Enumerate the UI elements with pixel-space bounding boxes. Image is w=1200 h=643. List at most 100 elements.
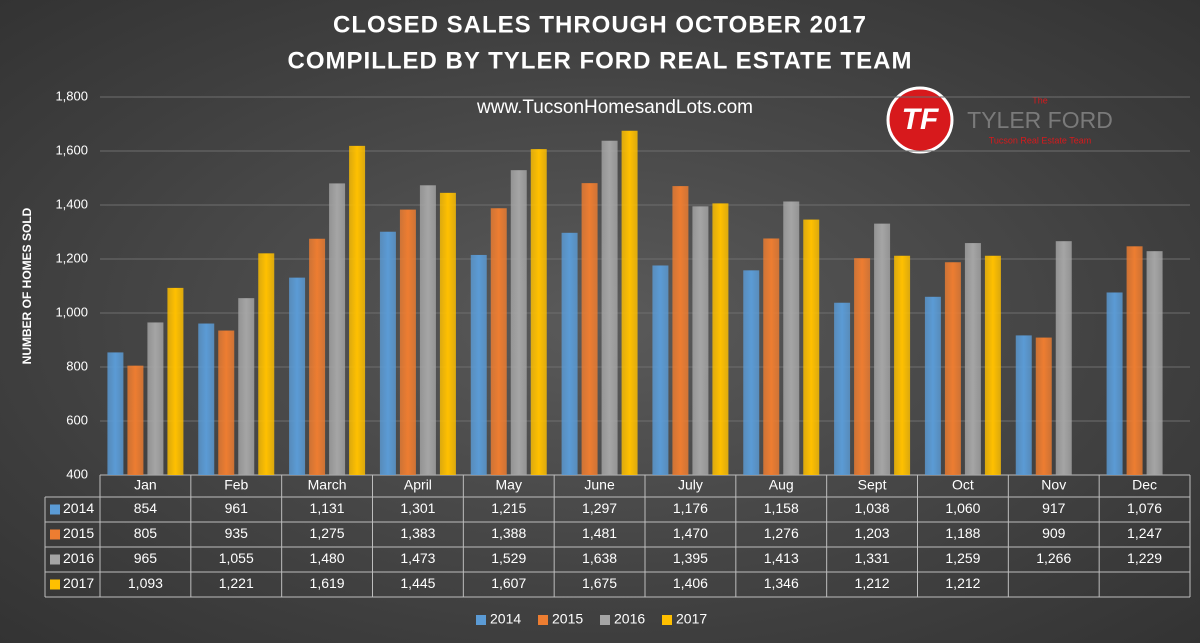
y-tick-label: 1,800 (55, 88, 88, 103)
bar (1015, 335, 1032, 475)
table-value: 1,413 (764, 550, 799, 566)
y-tick-label: 1,000 (55, 304, 88, 319)
x-tick-label: July (678, 477, 703, 493)
chart-subtitle: COMPILLED BY TYLER FORD REAL ESTATE TEAM (288, 47, 913, 74)
bar (1055, 241, 1072, 475)
table-value: 1,076 (1127, 500, 1162, 516)
bar (490, 208, 507, 476)
legend-label: 2014 (490, 611, 521, 627)
y-tick-label: 400 (66, 466, 88, 481)
bar (783, 201, 800, 476)
table-value: 1,266 (1036, 550, 1071, 566)
table-swatch (50, 504, 60, 515)
table-value: 1,301 (400, 500, 435, 516)
x-tick-label: May (496, 477, 522, 493)
table-value: 1,212 (855, 575, 890, 591)
bar (329, 183, 346, 475)
table-value: 1,229 (1127, 550, 1162, 566)
table-series-name: 2016 (63, 550, 94, 566)
logo: TF The TYLER FORD Tucson Real Estate Tea… (886, 86, 1113, 154)
table-value: 1,331 (855, 550, 890, 566)
table-value: 805 (134, 525, 158, 541)
table-value: 935 (225, 525, 249, 541)
legend-swatch (538, 615, 548, 625)
logo-name: TYLER FORD (967, 107, 1113, 133)
x-tick-label: Oct (952, 477, 974, 493)
table-value: 1,388 (491, 525, 526, 541)
bar (399, 209, 416, 475)
x-tick-label: Jan (134, 477, 157, 493)
bar (964, 243, 981, 475)
bar (984, 255, 1001, 475)
bar (167, 287, 184, 475)
table-swatch (50, 554, 60, 565)
table-value: 1,675 (582, 575, 617, 591)
table-value: 1,158 (764, 500, 799, 516)
bar (712, 203, 729, 475)
table-value: 1,247 (1127, 525, 1162, 541)
table-value: 909 (1042, 525, 1066, 541)
bar (349, 145, 366, 475)
bar (530, 149, 547, 476)
bar (1146, 251, 1163, 475)
x-tick-label: June (584, 477, 615, 493)
legend-label: 2017 (676, 611, 707, 627)
table-value: 1,188 (945, 525, 980, 541)
table-value: 1,131 (310, 500, 345, 516)
bar (894, 255, 911, 475)
table-value: 1,406 (673, 575, 708, 591)
bar (107, 352, 124, 475)
table-value: 1,221 (219, 575, 254, 591)
table-value: 1,470 (673, 525, 708, 541)
bar (1126, 246, 1143, 475)
table-value: 1,093 (128, 575, 163, 591)
bar (127, 365, 144, 475)
bar (621, 130, 638, 475)
table-value: 1,480 (310, 550, 345, 566)
x-tick-label: March (308, 477, 347, 493)
table-swatch (50, 579, 60, 590)
bar (238, 298, 255, 475)
table-value: 1,276 (764, 525, 799, 541)
bar (803, 219, 820, 475)
legend-swatch (476, 615, 486, 625)
table-value: 1,395 (673, 550, 708, 566)
table-value: 917 (1042, 500, 1066, 516)
logo-tagline: Tucson Real Estate Team (989, 135, 1092, 145)
bar (309, 238, 326, 475)
x-tick-label: Dec (1132, 477, 1157, 493)
y-axis-label: NUMBER OF HOMES SOLD (20, 207, 34, 364)
bar (672, 186, 689, 475)
bar (601, 140, 618, 476)
table-value: 965 (134, 550, 158, 566)
x-tick-label: Nov (1041, 477, 1066, 493)
table-value: 1,481 (582, 525, 617, 541)
table-value: 1,346 (764, 575, 799, 591)
y-tick-label: 1,200 (55, 250, 88, 265)
bar (581, 183, 598, 475)
bar (834, 302, 851, 475)
bar (379, 231, 396, 475)
bar (1035, 337, 1052, 475)
table-series-name: 2014 (63, 500, 94, 516)
table-value: 1,297 (582, 500, 617, 516)
table-value: 1,203 (855, 525, 890, 541)
bar (470, 254, 487, 475)
table-value: 1,275 (310, 525, 345, 541)
table-value: 1,038 (855, 500, 890, 516)
y-tick-label: 1,600 (55, 142, 88, 157)
table-value: 1,259 (945, 550, 980, 566)
y-tick-label: 1,400 (55, 196, 88, 211)
x-tick-label: Aug (769, 477, 794, 493)
logo-circle (886, 86, 954, 154)
legend-swatch (600, 615, 610, 625)
bar (439, 192, 456, 475)
bar (944, 262, 961, 475)
logo-mark: TF (902, 103, 939, 136)
bar (198, 323, 215, 475)
logo-small: The (1032, 95, 1048, 105)
table-value: 1,055 (219, 550, 254, 566)
legend-label: 2015 (552, 611, 583, 627)
bar (289, 277, 306, 475)
